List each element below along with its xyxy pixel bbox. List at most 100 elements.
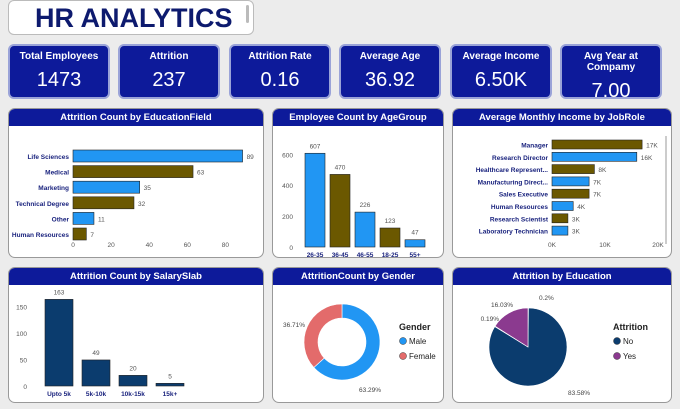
y-tick: 0	[23, 384, 27, 391]
data-label: 8K	[598, 167, 607, 174]
legend-marker	[399, 337, 407, 345]
panel-education-field: Attrition Count by EducationField Life Sc…	[8, 108, 264, 258]
panel-age-group: Employee Count by AgeGroup 0 200 400 600 607 2…	[272, 108, 444, 258]
bar	[404, 239, 426, 248]
scrollbar[interactable]	[246, 5, 249, 23]
category-label: Upto 5k	[47, 391, 71, 398]
category-label: Research Scientist	[490, 216, 549, 223]
category-label: 26-35	[307, 252, 324, 258]
slice-label: 0.19%	[481, 316, 500, 323]
bar	[155, 383, 185, 387]
category-label: Manager	[521, 143, 548, 150]
data-label: 7K	[593, 192, 602, 199]
category-label: Manufacturing Direct...	[478, 179, 549, 186]
data-label: 16K	[641, 155, 653, 162]
legend-label: Male	[409, 337, 427, 346]
category-label: 36-45	[332, 252, 349, 258]
y-tick: 600	[282, 152, 293, 159]
data-label: 5	[168, 373, 172, 380]
panel-salary-slab: Attrition Count by SalarySlab 0 50 100 150 16…	[8, 267, 264, 403]
x-tick: 60	[184, 242, 192, 249]
y-tick: 50	[20, 357, 28, 364]
chart-title: Attrition Count by EducationField	[9, 109, 263, 126]
legend-marker	[399, 352, 407, 360]
category-label: 55+	[409, 252, 420, 258]
data-label: 3K	[572, 216, 581, 223]
kpi-value: 1473	[36, 69, 82, 91]
kpi-card: Average Age 36.92	[339, 44, 441, 99]
x-tick: 20K	[652, 242, 664, 249]
legend-marker	[613, 337, 621, 345]
slice-label: 63.29%	[359, 387, 381, 394]
bar	[551, 213, 569, 224]
bar	[72, 149, 243, 163]
data-label: 123	[385, 218, 396, 225]
kpi-value: 6.50K	[474, 69, 528, 91]
data-label: 49	[92, 350, 100, 357]
data-label: 11	[98, 216, 105, 223]
bar	[72, 165, 194, 178]
category-label: 46-55	[357, 252, 374, 258]
chart-title: Employee Count by AgeGroup	[273, 109, 443, 126]
slice-label: 0.2%	[539, 295, 554, 302]
slice-label: 16.03%	[491, 302, 513, 309]
bar	[551, 225, 569, 236]
category-label: Marketing	[38, 185, 69, 192]
category-label: Medical	[45, 170, 69, 177]
bar	[551, 188, 590, 199]
x-tick: 80	[222, 242, 230, 249]
data-label: 163	[54, 289, 65, 296]
dashboard-title: HR ANALYTICS	[8, 0, 254, 35]
chart-title: Attrition Count by SalarySlab	[9, 268, 263, 285]
slice-label: 83.58%	[568, 390, 590, 397]
kpi-label: Attrition	[149, 51, 189, 62]
x-tick: 20	[107, 242, 115, 249]
kpi-card: Average Income 6.50K	[450, 44, 552, 99]
kpi-label: Attrition Rate	[248, 51, 312, 62]
data-label: 7	[90, 232, 94, 239]
bar	[354, 211, 376, 248]
chart-title: AttritionCount by Gender	[273, 268, 443, 285]
bar	[379, 227, 401, 248]
bar	[304, 152, 326, 248]
bar	[551, 139, 643, 150]
y-tick: 400	[282, 183, 293, 190]
bar	[72, 196, 135, 210]
category-label: 5k-10k	[86, 391, 107, 398]
panel-attrition-education: Attrition by Education 0.2% 83.58% 0.19% 16.…	[452, 267, 672, 403]
kpi-label: Average Age	[359, 51, 421, 62]
kpi-label: Avg Year at Compamy	[584, 51, 638, 73]
category-label: Laboratory Technician	[479, 229, 548, 236]
data-label: 7K	[593, 179, 602, 186]
bar	[551, 164, 595, 174]
category-label: Research Director	[492, 155, 548, 162]
kpi-label: Average Income	[462, 51, 540, 62]
data-label: 226	[360, 202, 371, 209]
data-label: 89	[247, 154, 255, 161]
data-label: 47	[411, 230, 419, 237]
slice-label: 36.71%	[283, 322, 305, 329]
data-label: 607	[310, 143, 321, 150]
category-label: Technical Degree	[16, 201, 70, 208]
category-label: 15k+	[163, 391, 178, 398]
data-label: 63	[197, 170, 205, 177]
kpi-card: Avg Year at Compamy 7.00	[560, 44, 662, 102]
pie-slice	[313, 303, 381, 381]
bar	[44, 299, 74, 387]
bar	[551, 151, 638, 162]
kpi-value: 36.92	[364, 69, 416, 91]
y-tick: 0	[289, 245, 293, 252]
legend-label: No	[623, 337, 634, 346]
kpi-card: Attrition Rate 0.16	[229, 44, 331, 99]
legend-marker	[613, 352, 621, 360]
x-tick: 0	[71, 242, 75, 249]
category-label: Human Resources	[12, 232, 69, 239]
panel-gender: AttritionCount by Gender 63.29% 36.71% Gend…	[272, 267, 444, 403]
category-label: Healthcare Represent...	[476, 167, 548, 174]
kpi-card: Total Employees 1473	[8, 44, 110, 99]
data-label: 4K	[577, 204, 586, 211]
y-tick: 200	[282, 214, 293, 221]
category-label: Sales Executive	[499, 192, 549, 199]
scrollbar[interactable]	[665, 136, 667, 244]
category-label: Other	[52, 216, 70, 223]
